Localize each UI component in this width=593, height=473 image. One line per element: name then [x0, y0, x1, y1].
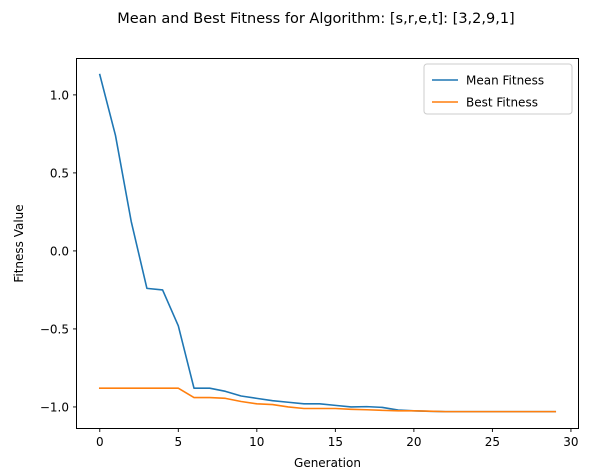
x-tick-label: 5	[174, 435, 182, 449]
x-axis-ticks: 0 5 10 15 20 25 30	[96, 428, 579, 449]
x-tick-label: 10	[249, 435, 264, 449]
x-tick-label: 15	[328, 435, 343, 449]
legend-label: Best Fitness	[466, 96, 538, 110]
x-axis-label: Generation	[294, 456, 361, 470]
plot-area	[98, 73, 557, 413]
x-tick-label: 0	[96, 435, 104, 449]
legend: Mean Fitness Best Fitness	[423, 63, 573, 115]
series-line-0	[98, 73, 557, 413]
x-tick-label: 25	[485, 435, 500, 449]
x-tick-label: 30	[563, 435, 578, 449]
axes-frame	[76, 58, 579, 429]
legend-label: Mean Fitness	[466, 74, 544, 88]
legend-box	[423, 63, 573, 115]
y-tick-label: 0.5	[50, 166, 69, 180]
y-axis-label: Fitness Value	[12, 204, 26, 282]
y-tick-label: 0.0	[50, 244, 69, 258]
y-tick-label: −1.0	[40, 400, 69, 414]
y-axis-ticks: 1.0 0.5 0.0 −0.5 −1.0	[40, 88, 77, 414]
series-line-1	[98, 387, 557, 413]
x-tick-label: 20	[406, 435, 421, 449]
y-tick-label: −0.5	[40, 322, 69, 336]
y-tick-label: 1.0	[50, 88, 69, 102]
chart-title: Mean and Best Fitness for Algorithm: [s,…	[117, 11, 514, 27]
